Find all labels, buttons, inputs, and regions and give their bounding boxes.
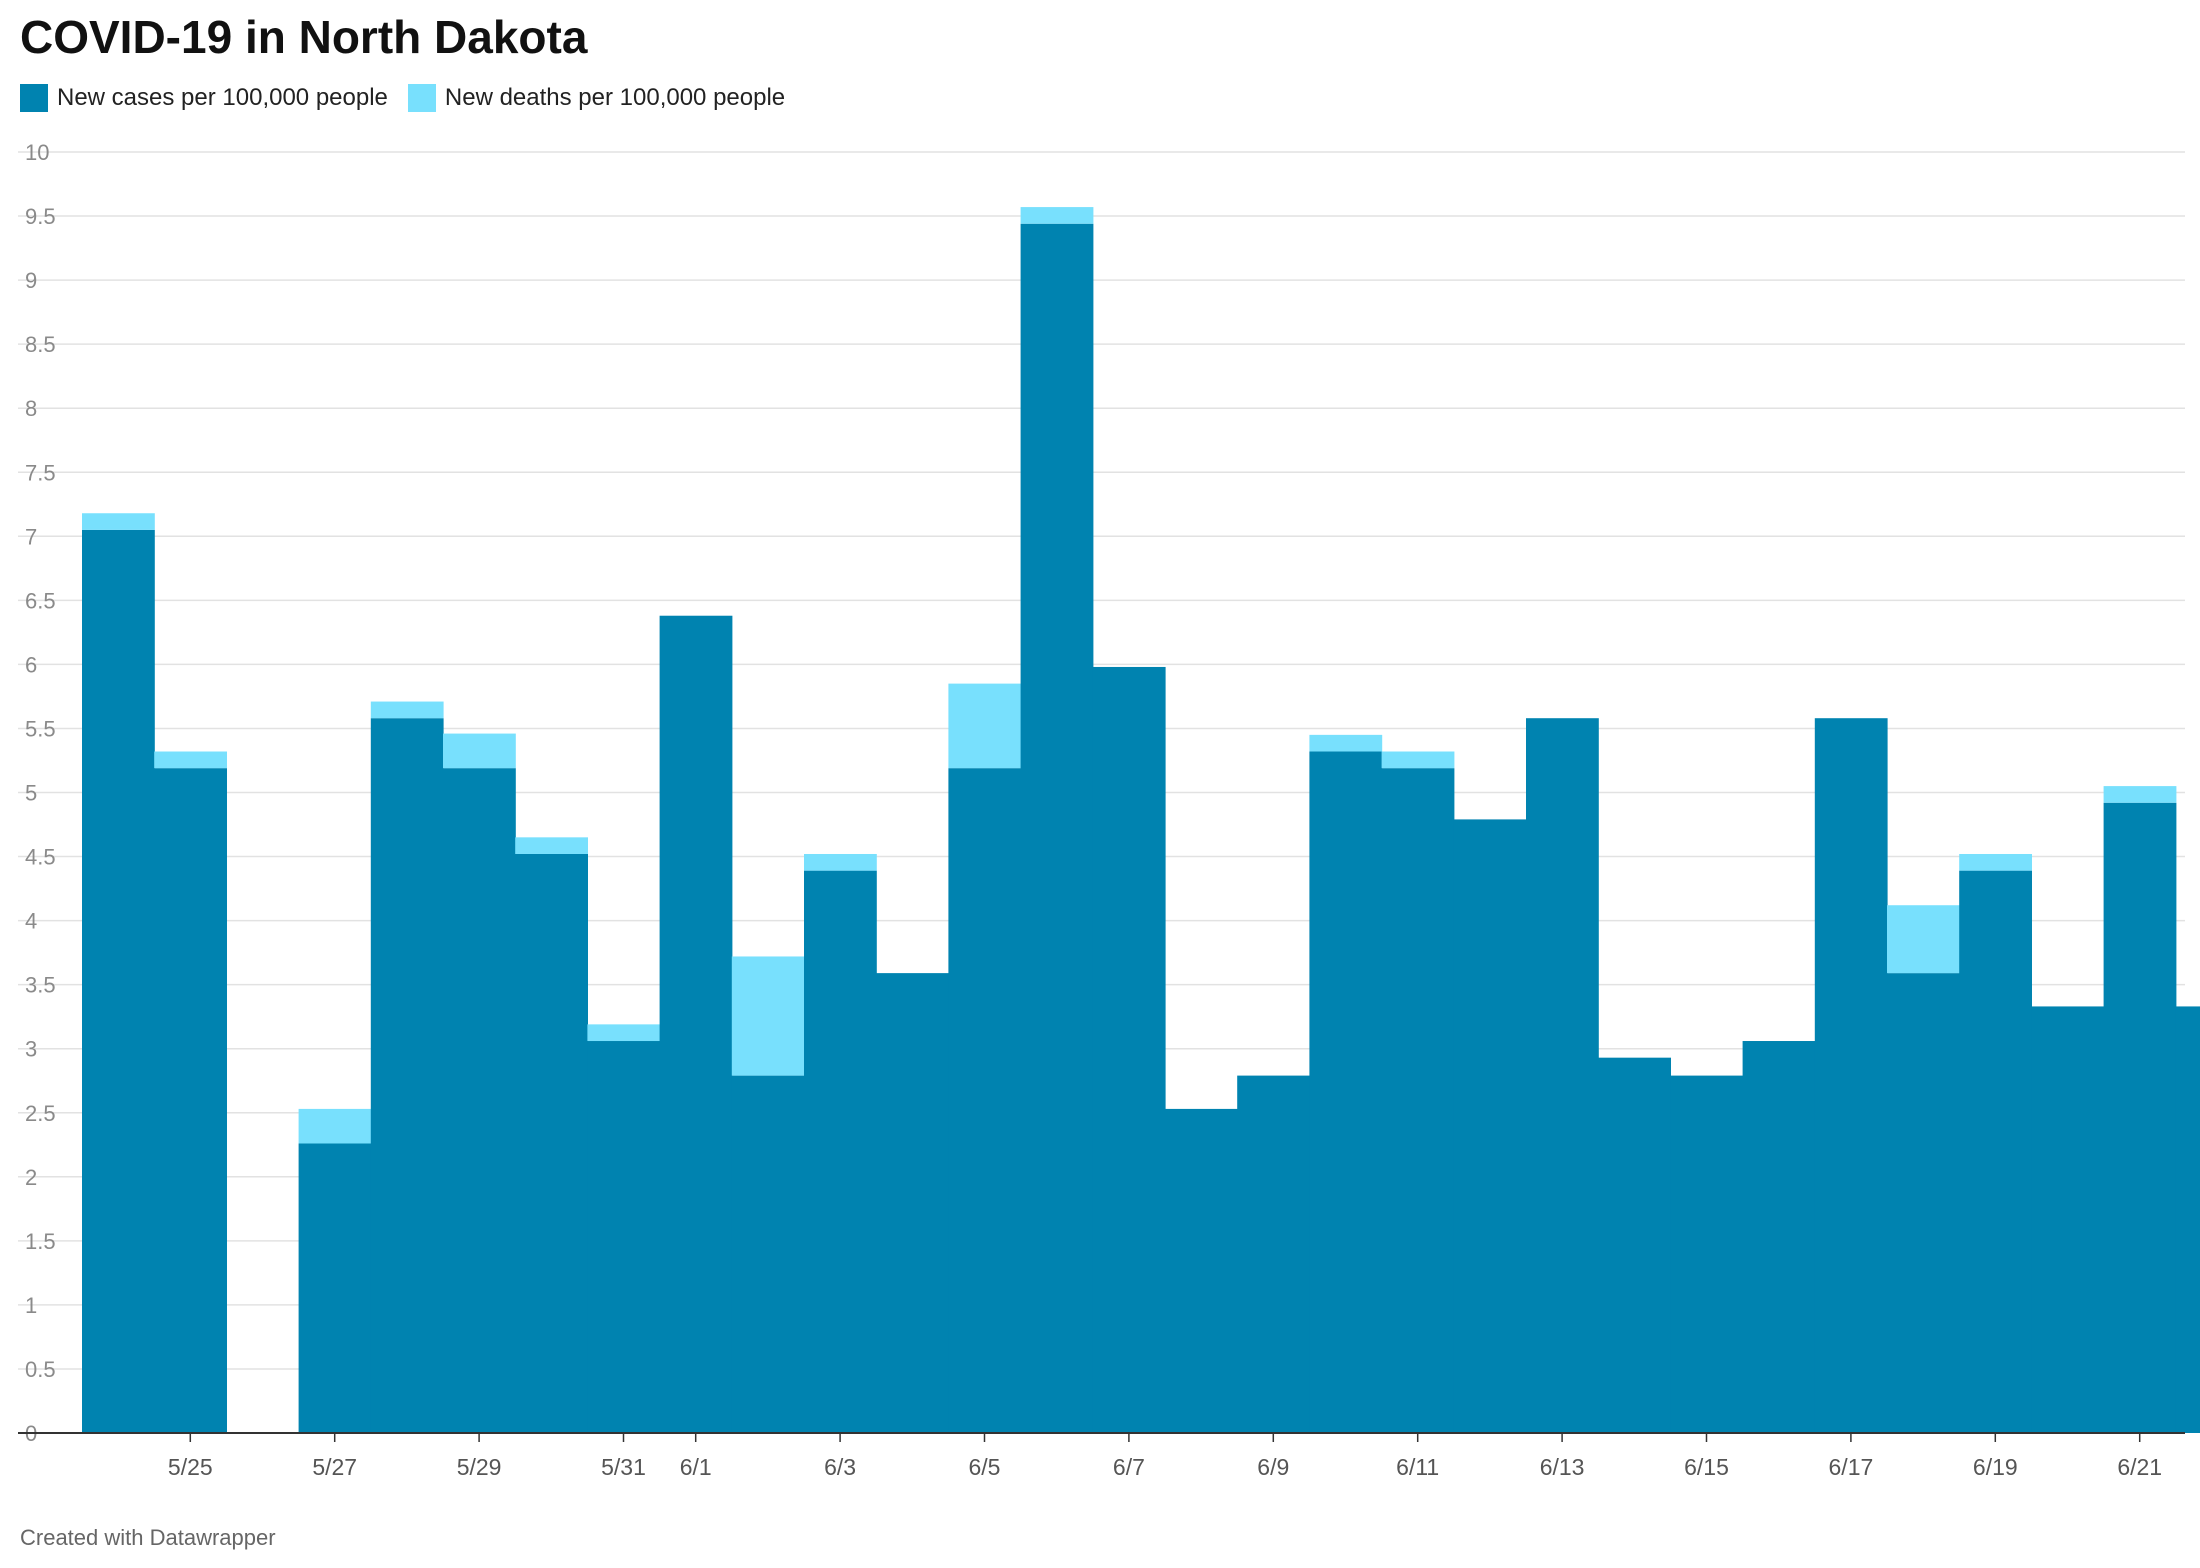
bar-deaths <box>587 1024 661 1042</box>
bar-cases <box>1453 819 1527 1433</box>
y-tick-label: 4.5 <box>25 845 56 870</box>
bar-cases <box>587 1041 661 1433</box>
x-tick-label: 6/3 <box>824 1454 856 1480</box>
bar-cases <box>1814 718 1888 1433</box>
bar-deaths <box>948 683 1022 769</box>
y-tick-label: 6 <box>25 652 37 677</box>
bar-cases <box>1381 768 1455 1433</box>
y-tick-label: 7 <box>25 524 37 549</box>
y-tick-label: 10 <box>25 140 49 165</box>
y-tick-label: 1 <box>25 1293 37 1318</box>
bar-cases <box>370 718 444 1433</box>
bar-deaths <box>1887 905 1960 974</box>
bar-cases <box>731 1075 805 1433</box>
chart-title: COVID-19 in North Dakota <box>20 11 588 63</box>
x-tick-label: 5/31 <box>601 1454 646 1480</box>
bar-cases <box>2175 1006 2200 1433</box>
bar-deaths <box>1381 751 1455 769</box>
y-tick-label: 8 <box>25 396 37 421</box>
bar-deaths <box>82 513 155 530</box>
y-tick-label: 8.5 <box>25 332 56 357</box>
y-tick-label: 1.5 <box>25 1229 56 1254</box>
x-tick-label: 6/1 <box>680 1454 712 1480</box>
bar-deaths <box>154 751 227 769</box>
y-tick-label: 0.5 <box>25 1357 56 1382</box>
bar-cases <box>1526 718 1599 1433</box>
bar-cases <box>1237 1075 1310 1433</box>
bar-deaths <box>298 1108 372 1144</box>
bar-cases <box>154 768 227 1433</box>
x-tick-label: 6/13 <box>1540 1454 1585 1480</box>
x-tick-label: 5/27 <box>312 1454 357 1480</box>
bar-deaths <box>1959 853 2032 871</box>
legend-swatch-cases <box>20 84 48 112</box>
legend-label-cases: New cases per 100,000 people <box>57 84 388 111</box>
y-tick-label: 7.5 <box>25 460 56 485</box>
y-tick-label: 5 <box>25 781 37 806</box>
bar-cases <box>1309 751 1383 1433</box>
footer-credit: Created with Datawrapper <box>20 1525 276 1550</box>
bar-cases <box>1598 1057 1671 1433</box>
x-tick-label: 6/21 <box>2117 1454 2162 1480</box>
legend: New cases per 100,000 people New deaths … <box>20 84 805 112</box>
bar-deaths <box>731 956 805 1076</box>
bar-cases <box>2031 1006 2105 1433</box>
bar-cases <box>82 529 155 1433</box>
bar-deaths <box>515 837 588 854</box>
y-tick-label: 3 <box>25 1037 37 1062</box>
bar-cases <box>2103 802 2177 1433</box>
chart-plot: 00.511.522.533.544.555.566.577.588.599.5… <box>18 140 2200 1480</box>
y-tick-label: 9.5 <box>25 204 56 229</box>
bar-cases <box>1670 1075 1744 1433</box>
x-tick-label: 6/11 <box>1396 1454 1439 1480</box>
y-tick-label: 3.5 <box>25 973 56 998</box>
y-tick-label: 2 <box>25 1165 37 1190</box>
bar-deaths <box>370 701 444 719</box>
bar-cases <box>804 870 877 1433</box>
bar-cases <box>1742 1041 1816 1433</box>
x-tick-label: 6/7 <box>1113 1454 1145 1480</box>
y-tick-label: 2.5 <box>25 1101 56 1126</box>
bar-deaths <box>804 853 877 871</box>
bar-cases <box>515 853 588 1433</box>
y-tick-label: 9 <box>25 268 37 293</box>
x-tick-label: 5/25 <box>168 1454 213 1480</box>
legend-swatch-deaths <box>407 84 436 112</box>
legend-item-cases: New cases per 100,000 people <box>20 84 388 112</box>
bar-cases <box>876 973 949 1433</box>
y-tick-label: 4 <box>25 909 37 934</box>
bar-deaths <box>1309 734 1383 752</box>
x-tick-label: 6/9 <box>1257 1454 1289 1480</box>
y-tick-label: 6.5 <box>25 588 56 613</box>
bar-cases <box>1959 870 2032 1433</box>
bar-deaths <box>2103 786 2177 803</box>
bar-cases <box>1092 666 1166 1433</box>
bar-deaths <box>1020 207 1094 224</box>
x-tick-label: 6/17 <box>1829 1454 1874 1480</box>
bar-cases <box>948 768 1022 1433</box>
x-tick-label: 6/19 <box>1973 1454 2018 1480</box>
bar-deaths <box>443 733 516 769</box>
bar-cases <box>443 768 516 1433</box>
bar-cases <box>298 1143 372 1433</box>
x-tick-label: 6/15 <box>1684 1454 1729 1480</box>
bar-cases <box>1165 1108 1238 1433</box>
legend-label-deaths: New deaths per 100,000 people <box>444 84 786 111</box>
bar-cases <box>1887 973 1960 1433</box>
x-tick-label: 5/29 <box>457 1454 502 1480</box>
x-tick-label: 6/5 <box>969 1454 1001 1480</box>
y-tick-label: 5.5 <box>25 716 56 741</box>
bar-cases <box>659 615 733 1433</box>
legend-item-deaths: New deaths per 100,000 people <box>407 84 786 112</box>
bar-cases <box>1020 223 1094 1434</box>
